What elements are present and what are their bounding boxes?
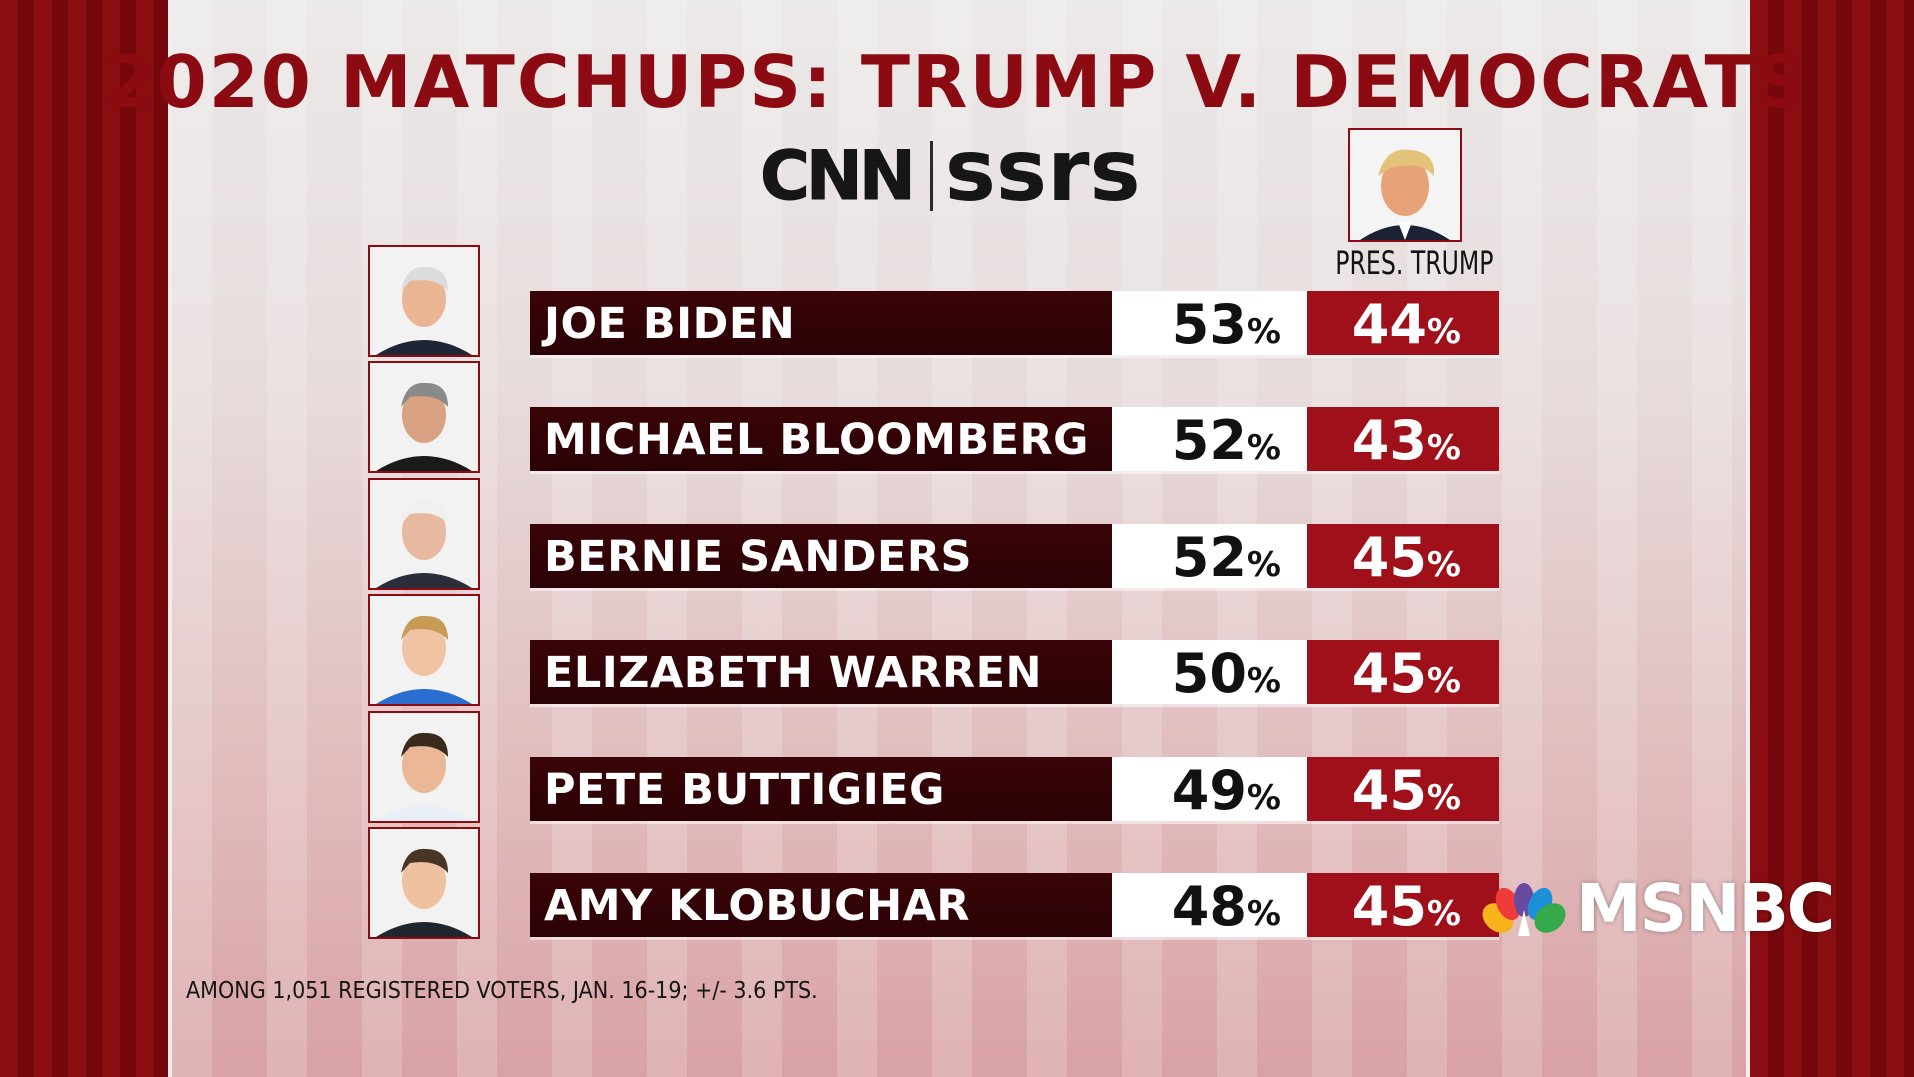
peacock-icon <box>1482 883 1566 936</box>
candidate-percent-value: 52 <box>1171 526 1247 589</box>
candidate-percent-value: 53 <box>1171 293 1247 356</box>
trump-percent: 45% <box>1352 642 1461 705</box>
graphic-title: 2020 MATCHUPS: TRUMP V. DEMOCRATS <box>104 40 1810 124</box>
percent-sign: % <box>1426 661 1461 701</box>
percent-sign: % <box>1426 778 1461 818</box>
percent-sign: % <box>1246 428 1281 468</box>
candidate-percent: 50% <box>1172 642 1281 705</box>
percent-sign: % <box>1246 545 1281 585</box>
candidate-name-bar: AMY KLOBUCHAR <box>530 873 1112 937</box>
candidate-photo <box>368 478 480 590</box>
candidate-name: JOE BIDEN <box>544 299 796 349</box>
trump-percent: 43% <box>1352 409 1461 472</box>
opponent-label: PRES. TRUMP <box>1335 244 1494 282</box>
candidate-percent-cell: 52% <box>1112 407 1307 472</box>
right-backdrop <box>1750 0 1914 1077</box>
person-photo-icon <box>370 363 478 471</box>
trump-percent: 45% <box>1352 759 1461 822</box>
logo-divider <box>929 141 933 211</box>
candidate-percent: 48% <box>1172 875 1281 938</box>
candidate-name: ELIZABETH WARREN <box>544 648 1043 698</box>
trump-percent: 44% <box>1352 293 1461 356</box>
candidate-photo <box>368 594 480 706</box>
candidate-percent-cell: 52% <box>1112 524 1307 589</box>
percent-sign: % <box>1246 894 1281 934</box>
trump-percent-cell: 44% <box>1307 291 1499 356</box>
trump-percent-value: 45 <box>1351 875 1427 938</box>
candidate-percent-value: 52 <box>1171 409 1247 472</box>
candidate-name-bar: JOE BIDEN <box>530 291 1112 355</box>
candidate-name-bar: BERNIE SANDERS <box>530 524 1112 588</box>
trump-percent-value: 43 <box>1351 409 1427 472</box>
trump-percent-cell: 45% <box>1307 640 1499 705</box>
person-photo-icon <box>370 247 478 355</box>
percent-sign: % <box>1246 312 1281 352</box>
trump-percent-cell: 45% <box>1307 757 1499 822</box>
candidate-name-bar: PETE BUTTIGIEG <box>530 757 1112 821</box>
candidate-percent: 49% <box>1172 759 1281 822</box>
person-photo-icon <box>370 596 478 704</box>
trump-percent-cell: 43% <box>1307 407 1499 472</box>
percent-sign: % <box>1246 778 1281 818</box>
trump-percent-value: 45 <box>1351 526 1427 589</box>
person-photo-icon <box>370 480 478 588</box>
candidate-photo <box>368 711 480 823</box>
trump-percent: 45% <box>1352 875 1461 938</box>
candidate-percent-value: 50 <box>1171 642 1247 705</box>
candidate-name: AMY KLOBUCHAR <box>544 881 971 931</box>
person-photo-icon <box>370 829 478 937</box>
trump-percent-cell: 45% <box>1307 524 1499 589</box>
person-photo-icon <box>1350 130 1460 240</box>
trump-percent-cell: 45% <box>1307 873 1499 938</box>
candidate-name: MICHAEL BLOOMBERG <box>544 415 1089 465</box>
percent-sign: % <box>1426 894 1461 934</box>
cnn-logo: CNN <box>760 136 917 216</box>
candidate-percent: 52% <box>1172 526 1281 589</box>
candidate-photo <box>368 827 480 939</box>
trump-percent: 45% <box>1352 526 1461 589</box>
poll-footnote: AMONG 1,051 REGISTERED VOTERS, JAN. 16-1… <box>186 978 818 1004</box>
msnbc-bug: MSNBC <box>1478 868 1835 948</box>
pollster-logos: CNN ssrs <box>760 128 1141 216</box>
percent-sign: % <box>1426 312 1461 352</box>
ssrs-logo: ssrs <box>944 121 1141 221</box>
candidate-name-bar: MICHAEL BLOOMBERG <box>530 407 1112 471</box>
candidate-name: BERNIE SANDERS <box>544 532 972 582</box>
candidate-percent: 52% <box>1172 409 1281 472</box>
trump-percent-value: 45 <box>1351 759 1427 822</box>
candidate-photo <box>368 361 480 473</box>
candidate-percent: 53% <box>1172 293 1281 356</box>
candidate-percent-cell: 49% <box>1112 757 1307 822</box>
msnbc-logo: MSNBC <box>1576 869 1835 947</box>
person-photo-icon <box>370 713 478 821</box>
candidate-percent-value: 48 <box>1171 875 1247 938</box>
trump-photo <box>1348 128 1462 242</box>
candidate-percent-cell: 50% <box>1112 640 1307 705</box>
left-backdrop <box>0 0 168 1077</box>
trump-percent-value: 45 <box>1351 642 1427 705</box>
candidate-percent-value: 49 <box>1171 759 1247 822</box>
trump-percent-value: 44 <box>1351 293 1427 356</box>
candidate-percent-cell: 53% <box>1112 291 1307 356</box>
candidate-percent-cell: 48% <box>1112 873 1307 938</box>
percent-sign: % <box>1426 428 1461 468</box>
percent-sign: % <box>1426 545 1461 585</box>
candidate-photo <box>368 245 480 357</box>
candidate-name: PETE BUTTIGIEG <box>544 765 945 815</box>
candidate-name-bar: ELIZABETH WARREN <box>530 640 1112 704</box>
percent-sign: % <box>1246 661 1281 701</box>
